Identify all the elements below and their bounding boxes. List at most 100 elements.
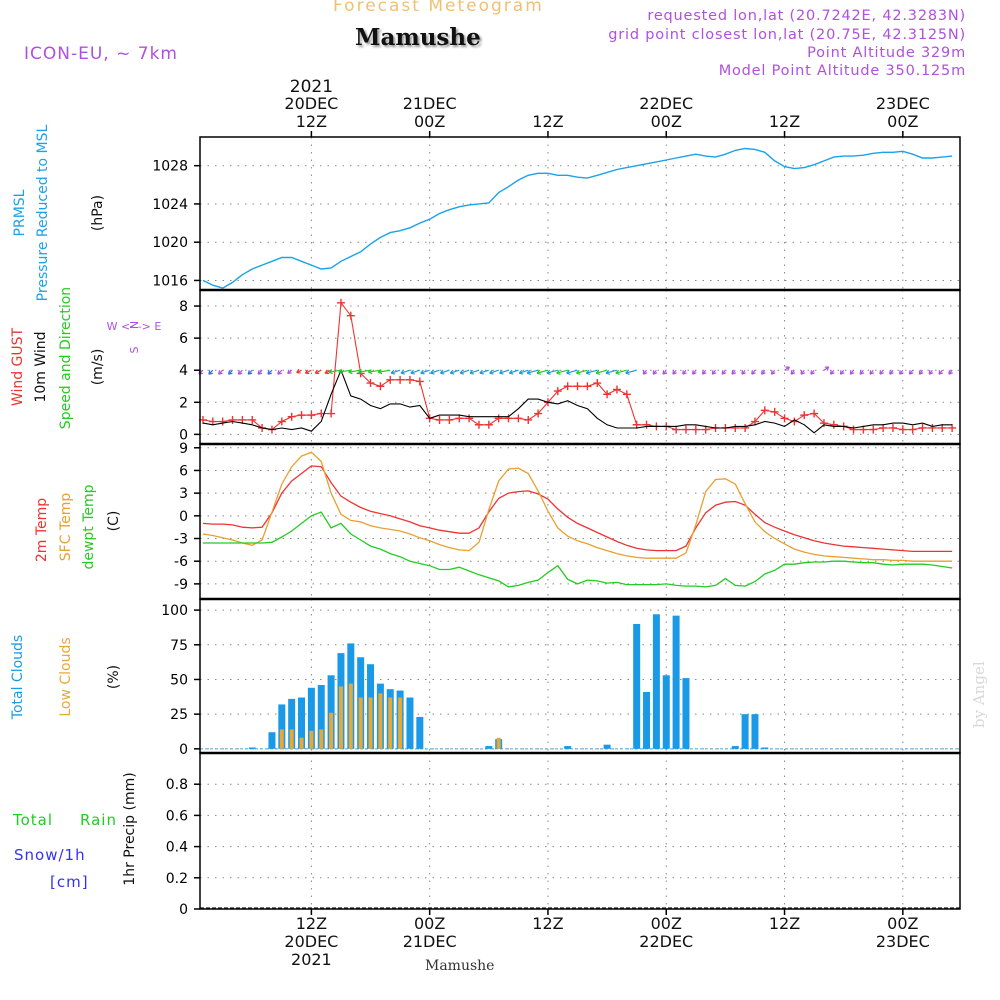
wind-gust-marker: [819, 419, 828, 428]
bottom-time-label: 00Z: [414, 914, 445, 933]
wind-gust-marker: [415, 377, 424, 386]
wind-gust-marker: [622, 390, 631, 399]
clouds-y-tick-label: 25: [170, 707, 188, 723]
wind-arrow-head: [830, 370, 835, 375]
wind-direction-arrow: [348, 369, 361, 373]
precip-y-tick-label: 0.6: [166, 808, 188, 824]
wind-gust-marker: [780, 414, 789, 423]
temp-y-tick-label: 6: [179, 463, 188, 479]
model-point-altitude: Model Point Altitude 350.125m: [718, 63, 966, 79]
wind-direction-arrow: [459, 369, 470, 374]
wind-arrow-head: [314, 369, 320, 375]
temp-y-tick-label: 9: [179, 441, 188, 457]
wind-gust-marker: [750, 417, 759, 426]
data-layer: [198, 147, 960, 909]
wind-direction-arrow: [400, 369, 411, 374]
total-clouds-bar: [268, 732, 276, 749]
total-clouds-bar: [751, 714, 759, 749]
bottom-time-label: 00Z: [651, 914, 682, 933]
wind-y-tick-label: 8: [179, 299, 188, 315]
grid-point-coords: grid point closest lon,lat (20.75E, 42.3…: [608, 27, 966, 43]
wind-arrow-head: [908, 370, 914, 375]
bottom-time-label: 12Z: [296, 914, 327, 933]
wind-gust-axis-label: Wind GUST: [10, 327, 26, 406]
wind-gust-marker: [553, 387, 562, 396]
total-clouds-bar: [682, 678, 690, 749]
total-clouds-bar: [406, 697, 414, 749]
total-clouds-bar: [307, 687, 315, 749]
wind-arrow-head: [741, 370, 746, 375]
wind-arrow-head: [410, 369, 415, 375]
wind-arrow-head: [287, 369, 292, 375]
wind-arrow-head: [938, 370, 944, 375]
temp-y-tick-label: 0: [179, 509, 188, 525]
wind-gust-marker: [297, 411, 306, 420]
wind-arrow-head: [692, 370, 697, 375]
wind-arrow-head: [208, 370, 213, 375]
prmsl-series-line: [202, 147, 953, 289]
wind-gust-marker: [277, 417, 286, 426]
low-clouds-bar: [398, 697, 403, 749]
wind-direction-arrow: [556, 369, 568, 374]
wind-gust-series-line: [202, 301, 953, 431]
wind-gust-marker: [731, 423, 740, 432]
prmsl-axis-label: PRMSL: [12, 189, 28, 236]
wind-arrow-head: [348, 369, 353, 375]
10m-wind-axis-label: 10m Wind: [33, 331, 49, 402]
wind-gust-marker: [484, 420, 493, 429]
wind-gust-marker: [642, 420, 651, 429]
low-clouds-bar: [289, 729, 294, 749]
frame-layer: [194, 131, 961, 915]
wind-gust-marker: [455, 414, 464, 423]
clouds-unit-label: (%): [106, 665, 122, 689]
top-time-label: 12Z: [296, 112, 327, 131]
total-clouds-axis-label: Total Clouds: [10, 635, 26, 720]
wind-arrow-head: [721, 370, 727, 375]
wind-direction-arrow: [338, 369, 351, 373]
low-clouds-bar: [338, 686, 343, 749]
top-year-label: 2021: [290, 77, 333, 97]
low-clouds-axis-label: Low Clouds: [58, 637, 74, 716]
10m-wind-series-line: [202, 368, 953, 434]
wind-gust-marker: [800, 411, 809, 420]
footer-station: Mamushe: [425, 958, 495, 974]
wind-gust-marker: [898, 425, 907, 434]
wind-arrow-head: [566, 369, 571, 375]
wind-arrow-head: [328, 369, 333, 375]
wind-direction-arrow: [586, 369, 598, 374]
top-time-label: 23DEC: [876, 94, 930, 113]
wind-arrow-head: [469, 369, 474, 375]
wind-gust-marker: [228, 415, 237, 424]
wind-arrow-head: [869, 370, 875, 375]
wind-gust-marker: [346, 311, 355, 320]
sfc-temp-series-line: [202, 451, 953, 562]
bottom-time-label: 23DEC: [876, 932, 930, 951]
total-clouds-bar: [288, 698, 296, 749]
wind-arrow-head: [751, 370, 756, 375]
low-clouds-bar: [358, 697, 363, 749]
precip-y-tick-label: 0: [179, 902, 188, 918]
low-clouds-bar: [378, 693, 383, 749]
dewpt-temp-series-line: [203, 511, 953, 588]
wind-arrow-head: [859, 370, 865, 375]
bottom-time-label: 22DEC: [639, 932, 693, 951]
low-clouds-bar: [299, 737, 304, 749]
wind-arrow-head: [790, 370, 796, 375]
low-clouds-bar: [388, 697, 393, 749]
wind-arrow-head: [247, 370, 253, 375]
wind-arrow-head: [449, 369, 455, 375]
wind-arrow-head: [810, 370, 815, 375]
wind-direction-arrow: [479, 369, 490, 374]
wind-gust-marker: [869, 425, 878, 434]
wind-arrow-head: [430, 369, 435, 375]
low-clouds-bar: [368, 697, 373, 749]
wind-unit-label: (m/s): [90, 349, 106, 386]
wind-arrow-head: [652, 370, 658, 375]
wind-direction-arrow: [595, 369, 608, 374]
wind-arrow-head: [227, 370, 233, 375]
wind-arrow-head: [439, 369, 445, 375]
total-rain-label-a: Total: [12, 811, 53, 829]
wind-arrow-head: [508, 369, 514, 375]
wind-arrow-head: [928, 370, 934, 375]
top-time-label: 12Z: [532, 112, 563, 131]
